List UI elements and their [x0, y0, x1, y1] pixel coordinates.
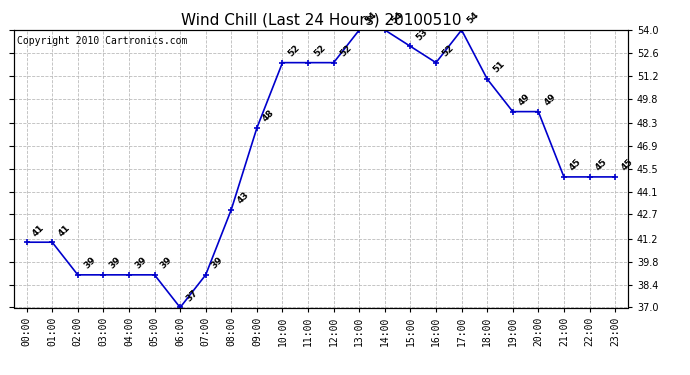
Text: 54: 54: [364, 10, 379, 26]
Text: 39: 39: [108, 255, 123, 271]
Text: 52: 52: [338, 43, 353, 58]
Text: 53: 53: [415, 27, 430, 42]
Text: 39: 39: [210, 255, 225, 271]
Text: 52: 52: [440, 43, 455, 58]
Text: 39: 39: [159, 255, 174, 271]
Text: 41: 41: [57, 223, 72, 238]
Text: 37: 37: [184, 288, 199, 303]
Text: 49: 49: [517, 92, 532, 108]
Text: Copyright 2010 Cartronics.com: Copyright 2010 Cartronics.com: [17, 36, 187, 45]
Text: 39: 39: [133, 255, 148, 271]
Text: 41: 41: [31, 223, 46, 238]
Text: 54: 54: [466, 10, 481, 26]
Text: 43: 43: [235, 190, 250, 206]
Text: 45: 45: [568, 158, 583, 173]
Text: 39: 39: [82, 255, 97, 271]
Text: 45: 45: [619, 158, 635, 173]
Text: 48: 48: [261, 108, 276, 124]
Text: 52: 52: [312, 43, 328, 58]
Text: 49: 49: [542, 92, 558, 108]
Text: 45: 45: [593, 158, 609, 173]
Text: 52: 52: [286, 43, 302, 58]
Title: Wind Chill (Last 24 Hours) 20100510: Wind Chill (Last 24 Hours) 20100510: [181, 12, 461, 27]
Text: 51: 51: [491, 60, 506, 75]
Text: 54: 54: [389, 10, 404, 26]
